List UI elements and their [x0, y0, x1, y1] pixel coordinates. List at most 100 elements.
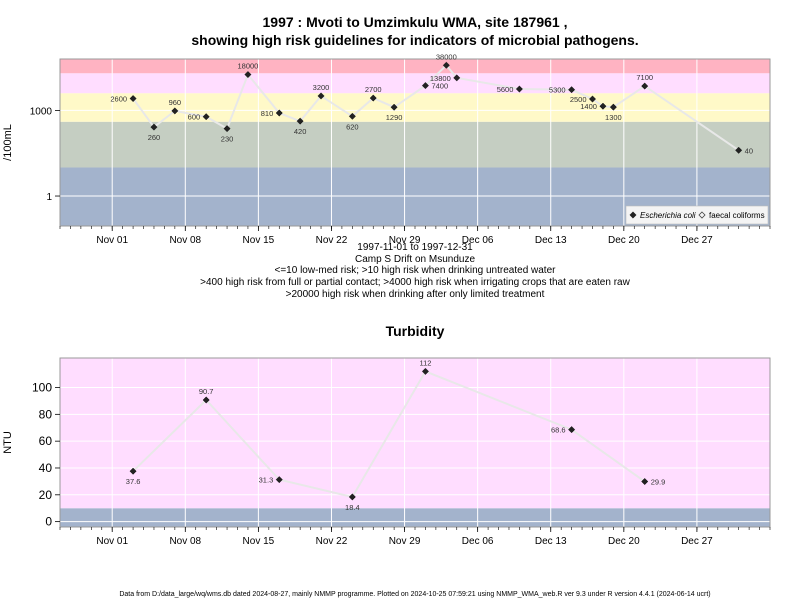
x-tick-label: Nov 22 [316, 235, 348, 246]
x-tick-label: Nov 29 [389, 235, 421, 246]
y-tick-label: 100 [32, 381, 52, 395]
data-label: 810 [261, 109, 274, 118]
legend-box [625, 205, 769, 225]
data-point [390, 103, 398, 111]
data-label: 620 [346, 122, 359, 131]
data-point [129, 467, 137, 475]
risk-band-4 [60, 59, 770, 74]
data-point [599, 102, 607, 110]
data-point [515, 85, 523, 93]
data-point [421, 82, 429, 90]
data-point [317, 92, 325, 100]
x-tick-label: Dec 27 [681, 235, 713, 246]
x-tick-label: Nov 08 [169, 536, 201, 547]
data-point [202, 396, 210, 404]
data-point [275, 109, 283, 117]
y-tick-label: 0 [45, 515, 52, 529]
data-point [641, 478, 649, 486]
y-tick-label: 1 [46, 192, 52, 203]
data-point [735, 146, 743, 154]
data-label: 68.6 [551, 426, 566, 435]
microbial-panel: Nov 01 Nov 08 Nov 15 Nov 22 Nov 29 Dec 06 Dec … [2, 52, 771, 246]
data-point [421, 367, 429, 375]
y-tick-label: 1000 [30, 106, 53, 117]
info-line-risk-treatment: >20000 high risk when drinking after onl… [286, 289, 545, 300]
data-point [369, 94, 377, 102]
chart-title-line2: showing high risk guidelines for indicat… [191, 32, 638, 48]
risk-band-2 [60, 93, 770, 122]
x-tick-label: Nov 08 [169, 235, 201, 246]
x-tick-label: Nov 01 [96, 536, 128, 547]
x-tick-label: Dec 13 [535, 235, 567, 246]
data-label: 18.4 [345, 503, 360, 512]
x-tick-label: Dec 06 [462, 536, 494, 547]
data-label: 1300 [605, 113, 622, 122]
x-tick-label: Nov 15 [243, 235, 275, 246]
data-label: 230 [221, 135, 234, 144]
data-label: 18000 [238, 62, 259, 71]
data-point [296, 117, 304, 125]
x-tick-label: Nov 15 [243, 536, 275, 547]
data-label: 31.3 [259, 476, 274, 485]
x-tick-label: Dec 20 [608, 536, 640, 547]
y-axis-title: /100mL [2, 124, 14, 161]
risk-band-0 [60, 508, 770, 527]
risk-band-3 [60, 73, 770, 94]
data-point [348, 493, 356, 501]
legend-label-faecal: faecal coliforms [709, 211, 765, 220]
x-tick-label: Dec 27 [681, 536, 713, 547]
info-line-risk-drinking: <=10 low-med risk; >10 high risk when dr… [275, 265, 557, 276]
data-label: 2700 [365, 85, 382, 94]
y-axis-title: NTU [2, 431, 14, 454]
data-label: 5600 [497, 85, 514, 94]
x-tick-label: Dec 13 [535, 536, 567, 547]
x-tick-label: Dec 20 [608, 235, 640, 246]
data-point [171, 107, 179, 115]
data-label: 2600 [110, 95, 127, 104]
turbidity-title: Turbidity [386, 323, 445, 339]
turbidity-panel: Nov 01 Nov 08 Nov 15 Nov 22 Nov 29 Dec 06 Dec … [2, 357, 771, 547]
data-label: 5300 [549, 86, 566, 95]
data-label: 7400 [431, 82, 448, 91]
x-tick-label: Dec 06 [462, 235, 494, 246]
data-point [568, 426, 576, 434]
y-tick-label: 80 [39, 407, 53, 421]
y-tick-label: 60 [39, 434, 53, 448]
data-point [129, 95, 137, 103]
data-point [641, 82, 649, 90]
data-label: 13800 [430, 74, 451, 83]
data-point [453, 74, 461, 82]
data-label: 90.7 [199, 387, 214, 396]
chart-title-line1: 1997 : Mvoti to Umzimkulu WMA, site 1879… [263, 14, 568, 30]
info-line-site: Camp S Drift on Msunduze [355, 254, 475, 265]
legend-marker-ecoli [629, 211, 637, 219]
y-tick-label: 40 [39, 461, 53, 475]
data-point [275, 476, 283, 484]
data-point [568, 86, 576, 94]
data-point [348, 112, 356, 120]
data-label: 2500 [570, 95, 587, 104]
info-line-risk-contact: >400 high risk from full or partial cont… [200, 277, 630, 288]
data-point [442, 61, 450, 69]
data-label: 37.6 [126, 477, 141, 486]
data-label: 420 [294, 127, 307, 136]
data-label: 960 [169, 98, 182, 107]
data-label: 260 [148, 133, 161, 142]
footer-note: Data from D:/data_large/wq/wms.db dated … [119, 591, 710, 598]
data-label: 600 [188, 113, 201, 122]
data-label: 3200 [313, 83, 330, 92]
data-point [223, 125, 231, 133]
data-label: 38000 [436, 52, 457, 61]
risk-band-1 [60, 121, 770, 168]
series-line [132, 63, 740, 152]
x-tick-label: Nov 01 [96, 235, 128, 246]
data-point [244, 71, 252, 79]
legend-marker-faecal [698, 211, 706, 219]
data-label: 40 [745, 146, 753, 155]
data-point [150, 123, 158, 131]
x-tick-label: Nov 29 [389, 536, 421, 547]
data-label: 112 [419, 358, 431, 367]
x-tick-label: Nov 22 [316, 536, 348, 547]
data-label: 1290 [386, 113, 403, 122]
